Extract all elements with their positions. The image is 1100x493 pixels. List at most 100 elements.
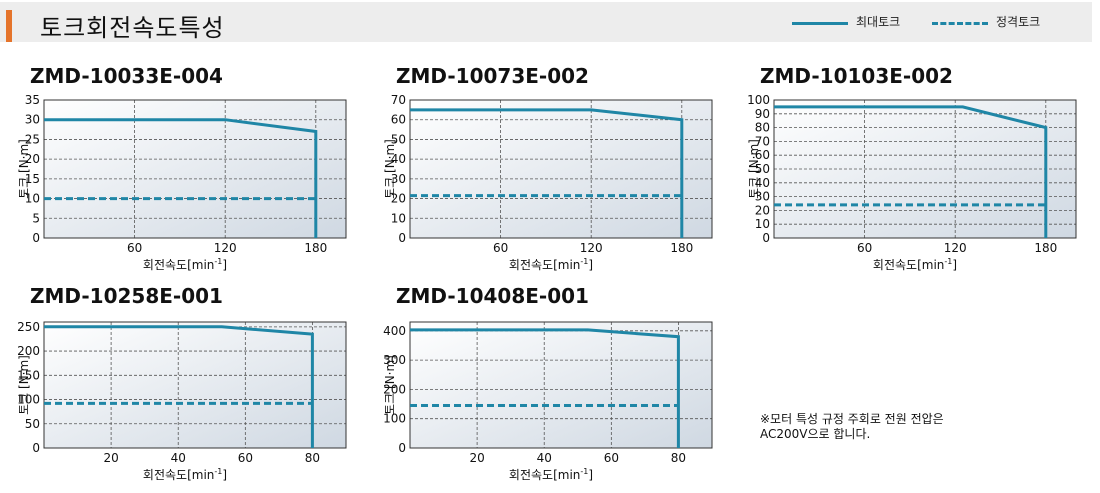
chart-svg: 0 50 100 150 200 250 20 40 60 80 회전속도[min-1] 토크 [N·… (17, 320, 347, 482)
x-tick-label: 80 (671, 451, 686, 465)
max-torque-line (410, 108, 684, 238)
x-axis-label-text: 회전속도[min (143, 258, 214, 272)
y-tick-label: 60 (391, 113, 406, 127)
chart-1: ZMD-10033E-004 0 5 10 15 20 25 30 35 60 120 180 회전속… (17, 64, 365, 284)
y-tick-label: 10 (25, 192, 40, 206)
y-tick-label: 100 (747, 93, 770, 107)
x-axis-label-sup: -1 (214, 257, 222, 266)
chart-title: ZMD-10258E-001 (30, 284, 223, 308)
x-tick-label: 120 (944, 241, 967, 255)
plot-frame (409, 99, 713, 239)
plot-area (410, 322, 712, 448)
y-axis-label: 토크 [N·m] (17, 355, 31, 415)
chart-svg: 0 5 10 15 20 25 30 35 60 120 180 회전속도[min-1] 토크 [N·m… (17, 93, 347, 272)
chart-svg: 0 100 200 300 400 20 40 60 80 회전속도[min-1] 토크 [N·m] (383, 321, 713, 482)
x-axis-label-text: 회전속도[min (873, 258, 944, 272)
plot-area (44, 322, 346, 448)
y-tick-label: 15 (25, 172, 40, 186)
page-title: 토크회전속도특성 (40, 14, 225, 42)
footnote: ※모터 특성 규정 주회로 전원 전압은 AC200V으로 합니다. (760, 412, 944, 442)
y-tick-label: 400 (383, 324, 406, 338)
x-axis-label-sup: -1 (214, 467, 222, 476)
x-axis-label: 회전속도[min-1] (143, 257, 227, 272)
y-tick-label: 100 (17, 393, 40, 407)
x-tick-label: 20 (469, 451, 484, 465)
x-tick-label: 40 (171, 451, 186, 465)
x-axis-label-sup: -1 (944, 257, 952, 266)
chart-title: ZMD-10073E-002 (396, 64, 589, 88)
y-tick-label: 20 (391, 192, 406, 206)
y-tick-label: 300 (383, 353, 406, 367)
plot-frame (43, 99, 347, 239)
chart-svg: 0 10 20 30 40 50 60 70 60 120 180 회전속도[min-1] 토크 [N·… (383, 93, 713, 272)
chart-title: ZMD-10408E-001 (396, 284, 589, 308)
chart-title: ZMD-10103E-002 (760, 64, 953, 88)
plot-area (410, 100, 712, 238)
y-tick-label: 30 (391, 172, 406, 186)
legend-rated-torque: 정격토크 (932, 13, 1072, 33)
y-tick-label: 70 (391, 93, 406, 107)
x-axis-label-end: ] (222, 258, 227, 272)
section-header (0, 2, 1092, 42)
x-tick-label: 60 (127, 241, 142, 255)
y-tick-label: 150 (17, 368, 40, 382)
max-torque-line (410, 328, 680, 448)
y-tick-label: 30 (25, 113, 40, 127)
x-tick-label: 60 (857, 241, 872, 255)
y-axis-label: 토크 [N·m] (17, 139, 31, 199)
header-accent-bar (6, 10, 12, 42)
y-tick-label: 20 (25, 152, 40, 166)
note-line: AC200V으로 합니다. (760, 427, 871, 441)
max-torque-line (44, 325, 314, 448)
y-tick-label: 10 (755, 217, 770, 231)
y-tick-label: 250 (17, 320, 40, 334)
x-tick-label: 120 (580, 241, 603, 255)
legend-solid-swatch (792, 22, 848, 25)
y-tick-label: 35 (25, 93, 40, 107)
legend-label: 정격토크 (996, 15, 1041, 29)
x-tick-label: 60 (238, 451, 253, 465)
x-axis-label-sup: -1 (580, 467, 588, 476)
x-axis-label: 회전속도[min-1] (509, 467, 593, 482)
note-line: ※모터 특성 규정 주회로 전원 전압은 (760, 412, 944, 426)
x-tick-label: 180 (304, 241, 327, 255)
chart-5: ZMD-10408E-001 0 100 200 300 400 20 40 60 80 회전속도… (383, 284, 731, 490)
y-tick-label: 5 (32, 211, 40, 225)
y-tick-label: 20 (755, 203, 770, 217)
max-torque-line (44, 118, 318, 238)
x-tick-label: 60 (493, 241, 508, 255)
plot-frame (409, 321, 713, 449)
x-axis-label: 회전속도[min-1] (509, 257, 593, 272)
y-tick-label: 50 (391, 132, 406, 146)
max-torque-line (774, 105, 1048, 238)
x-tick-label: 20 (103, 451, 118, 465)
y-axis-label: 토크 [N·m] (383, 139, 397, 199)
y-tick-label: 50 (25, 417, 40, 431)
x-axis-label-text: 회전속도[min (509, 258, 580, 272)
plot-area (44, 100, 346, 238)
y-tick-label: 40 (755, 176, 770, 190)
y-tick-label: 10 (391, 211, 406, 225)
x-axis-label-end: ] (588, 468, 593, 482)
x-tick-label: 180 (670, 241, 693, 255)
y-tick-label: 80 (755, 121, 770, 135)
y-tick-label: 50 (755, 162, 770, 176)
chart-4: ZMD-10258E-001 0 50 100 150 200 250 20 40 60 80 회전… (17, 284, 365, 490)
y-tick-label: 0 (32, 231, 40, 245)
x-tick-label: 80 (305, 451, 320, 465)
x-axis-label-text: 회전속도[min (509, 468, 580, 482)
x-axis-label-end: ] (588, 258, 593, 272)
legend-dashed-swatch (932, 22, 988, 25)
y-tick-label: 40 (391, 152, 406, 166)
plot-frame (773, 99, 1077, 239)
x-axis-label: 회전속도[min-1] (873, 257, 957, 272)
chart-3: ZMD-10103E-002 0 10 20 30 40 50 60 70 80 90 100 60 1… (747, 64, 1095, 284)
y-tick-label: 200 (383, 382, 406, 396)
y-tick-label: 0 (398, 441, 406, 455)
plot-frame (43, 321, 347, 449)
y-tick-label: 0 (32, 441, 40, 455)
chart-2: ZMD-10073E-002 0 10 20 30 40 50 60 70 60 120 180 회전… (383, 64, 731, 284)
x-axis-label-end: ] (222, 468, 227, 482)
x-tick-label: 60 (604, 451, 619, 465)
